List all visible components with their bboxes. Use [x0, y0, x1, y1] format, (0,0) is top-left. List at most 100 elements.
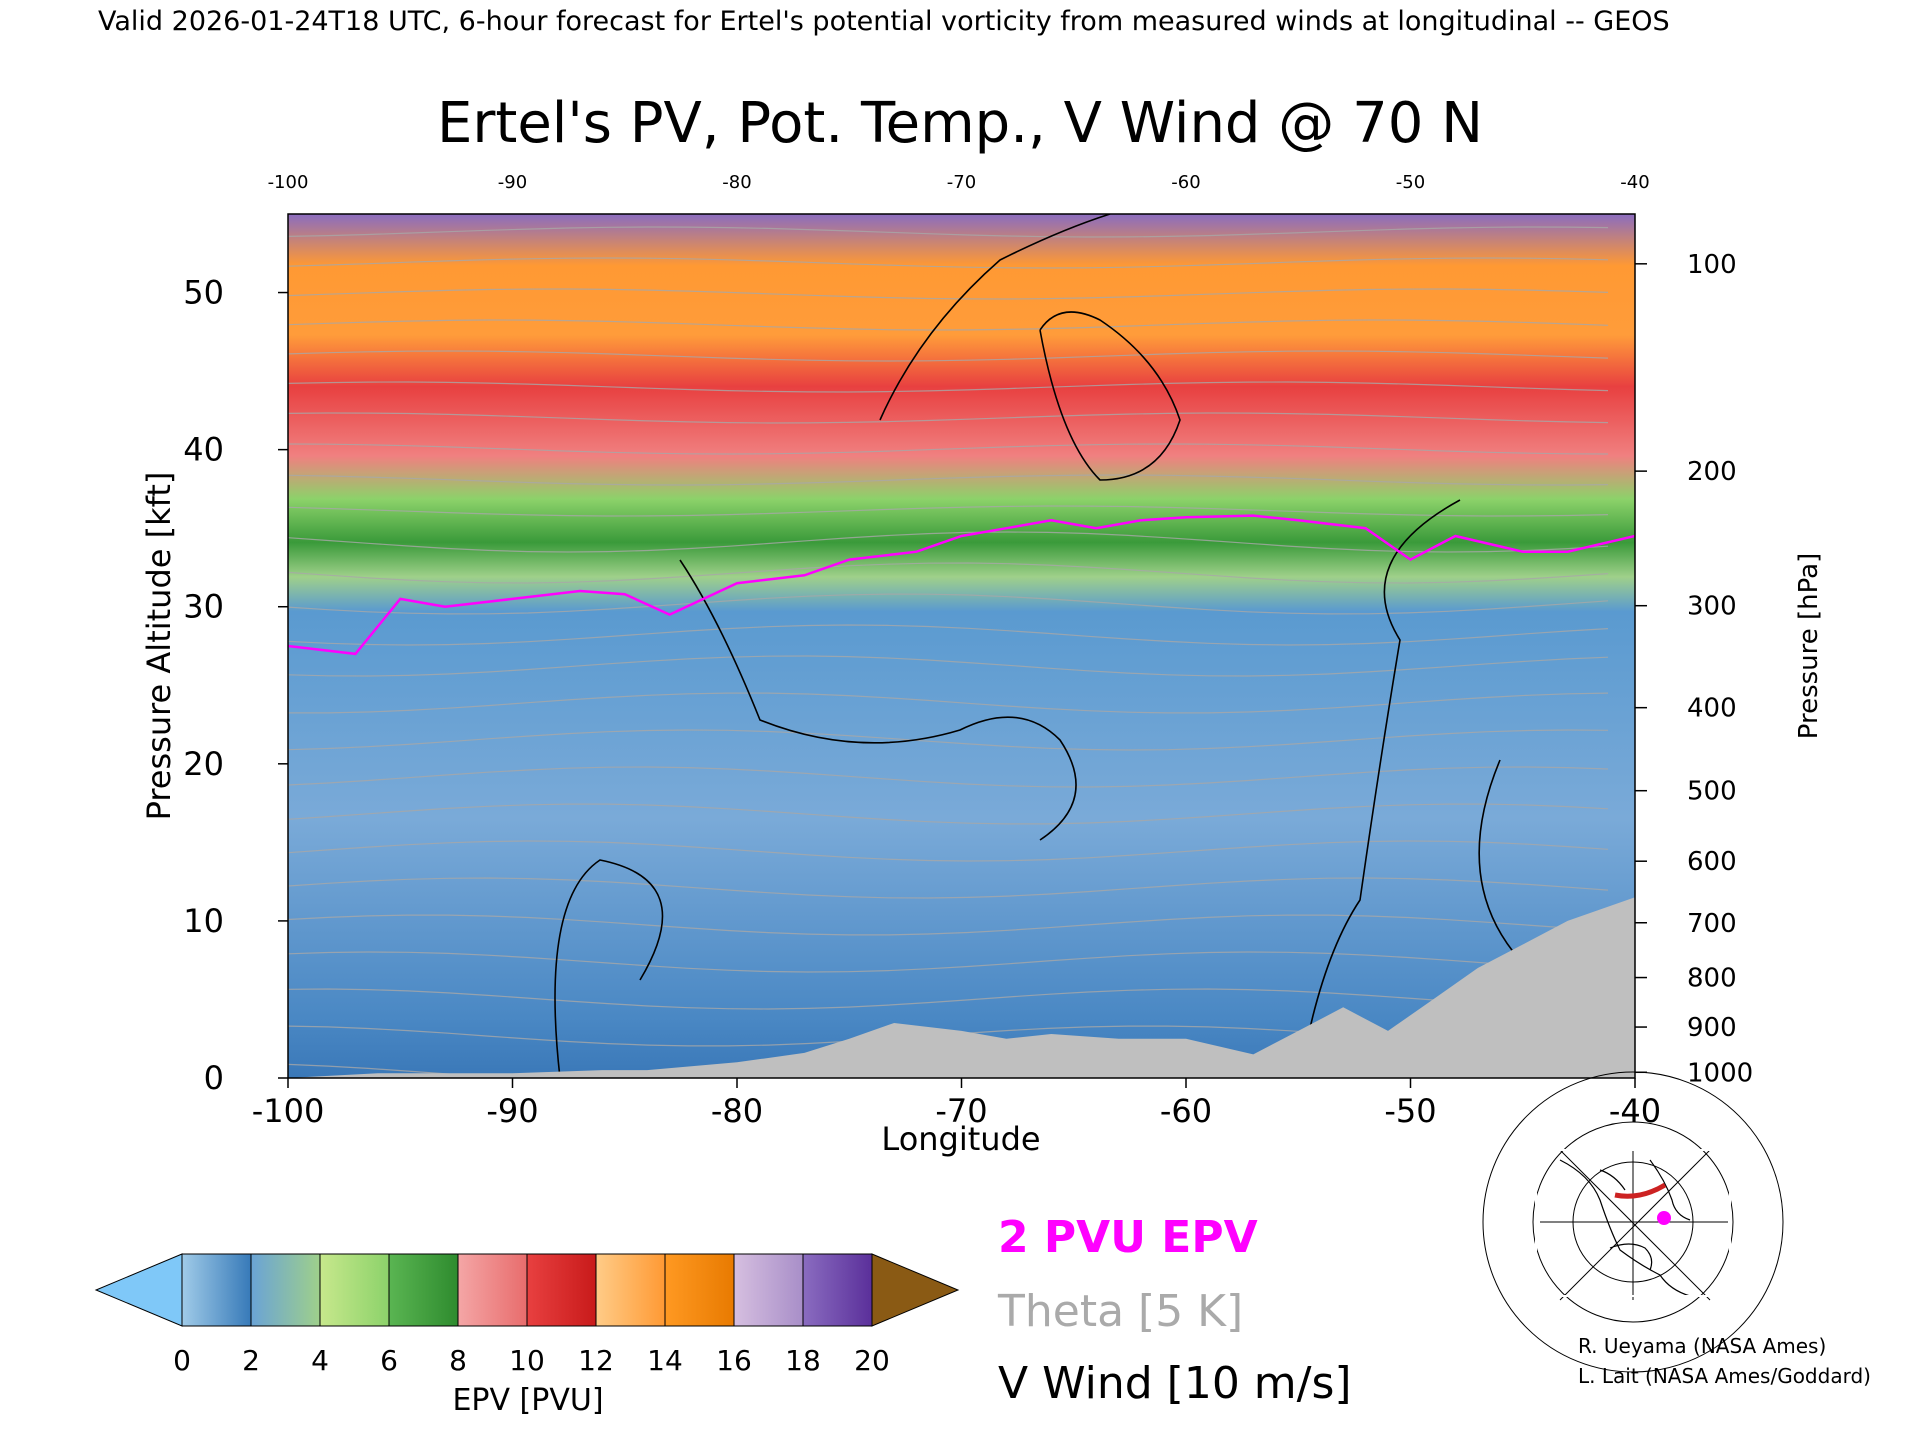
x-tick-label: -50 [1384, 1092, 1436, 1130]
colorbar-tick-label: 4 [311, 1344, 329, 1377]
y-tick-label-right: 600 [1687, 847, 1737, 877]
y-tick-label-left: 20 [183, 745, 224, 783]
y-tick-label-left: 40 [183, 431, 224, 469]
legend: 2 PVU EPV Theta [5 K] V Wind [10 m/s] [997, 1212, 1352, 1409]
theta-contour [288, 288, 1609, 300]
theta-contour [288, 350, 1609, 362]
colorbar-segment [320, 1254, 390, 1326]
colorbar-tick-label: 10 [509, 1344, 545, 1377]
x-tick-label: -90 [486, 1092, 538, 1130]
x-tick-label-top: -70 [947, 172, 976, 193]
colorbar-under [94, 1253, 183, 1327]
y-tick-label-right: 300 [1687, 592, 1737, 622]
colorbar-over [871, 1253, 960, 1327]
y-tick-label-right: 200 [1687, 457, 1737, 487]
theta-contour [288, 412, 1609, 424]
theta-contour [288, 840, 1609, 862]
colorbar-tick-label: 0 [173, 1344, 191, 1377]
colorbar-tick-label: 14 [647, 1344, 683, 1377]
x-tick-label: -70 [935, 1092, 987, 1130]
y-tick-label-right: 800 [1687, 964, 1737, 994]
pv-field [288, 214, 1635, 1078]
theta-contour [288, 505, 1609, 517]
x-tick-label-top: -80 [722, 172, 751, 193]
theta-contour [288, 381, 1609, 393]
theta-contour [288, 319, 1609, 331]
colorbar-segment [389, 1254, 459, 1326]
plot-area [287, 213, 1636, 1079]
theta-contour [288, 877, 1609, 899]
theta-contour [288, 257, 1609, 269]
y-tick-label-left: 10 [183, 902, 224, 940]
theta-contour [288, 988, 1609, 1010]
y-tick-label-right: 1000 [1687, 1058, 1753, 1088]
theta-contour [288, 803, 1609, 825]
y-tick-label-left: 50 [183, 274, 224, 312]
y-tick-label-right: 900 [1687, 1013, 1737, 1043]
wind-contour [1299, 499, 1461, 1078]
wind-contour [554, 859, 664, 1078]
chart-title: Ertel's PV, Pot. Temp., V Wind @ 70 N [437, 91, 1483, 156]
section-track [1614, 1182, 1667, 1199]
wind-contour [879, 214, 1111, 421]
inset-map [1482, 1071, 1784, 1373]
theta-contour [288, 531, 1609, 553]
y-tick-label-right: 500 [1687, 777, 1737, 807]
map-graticule [1482, 1071, 1784, 1373]
theta-contour [288, 624, 1609, 646]
ground-mask [288, 897, 1635, 1078]
wind-contour [1039, 311, 1181, 481]
x-tick-label-top: -40 [1620, 172, 1649, 193]
colorbar-tick-label: 18 [785, 1344, 821, 1377]
theta-contour [288, 655, 1609, 677]
y-tick-label-right: 400 [1687, 694, 1737, 724]
colorbar-segment [458, 1254, 528, 1326]
map-frame [1535, 1149, 1731, 1297]
y-axis-label-right: Pressure [hPa] [1794, 553, 1824, 740]
colorbar-tick-label: 2 [242, 1344, 260, 1377]
colorbar-segment [251, 1254, 321, 1326]
x-tick-label: -100 [252, 1092, 325, 1130]
colorbar-segment [527, 1254, 597, 1326]
location-marker [1657, 1211, 1671, 1225]
colorbar-tick-label: 6 [380, 1344, 398, 1377]
colorbar-tick-label: 20 [854, 1344, 890, 1377]
theta-contour [288, 766, 1609, 788]
wind-contour [679, 559, 1077, 841]
colorbar-segment [734, 1254, 804, 1326]
x-tick-label-top: -50 [1396, 172, 1425, 193]
theta-contour [288, 226, 1609, 238]
x-tick-label: -60 [1160, 1092, 1212, 1130]
y-tick-label-right: 700 [1687, 909, 1737, 939]
colorbar-tick-label: 16 [716, 1344, 752, 1377]
theta-contour [288, 562, 1609, 584]
colorbar-segment [665, 1254, 735, 1326]
theta-contour [288, 443, 1609, 455]
map-coastline [1559, 1159, 1691, 1297]
pv-colorbar: 0 2 4 6 8 10 12 14 16 18 20 [94, 1253, 960, 1377]
y-tick-label-right: 100 [1687, 250, 1737, 280]
x-tick-label-top: -100 [268, 172, 309, 193]
colorbar-tick-label: 12 [578, 1344, 614, 1377]
valid-time-header: Valid 2026-01-24T18 UTC, 6-hour forecast… [98, 6, 1670, 37]
colorbar-tick-label: 8 [449, 1344, 467, 1377]
legend-epv: 2 PVU EPV [998, 1212, 1258, 1263]
theta-contour [288, 914, 1609, 936]
credit-line-2: L. Lait (NASA Ames/Goddard) [1578, 1364, 1871, 1388]
legend-wind: V Wind [10 m/s] [998, 1358, 1352, 1409]
x-tick-label-top: -90 [498, 172, 527, 193]
theta-contour [288, 474, 1609, 486]
theta-contour [288, 951, 1609, 973]
x-axis-label: Longitude [881, 1120, 1040, 1158]
colorbar-segment [182, 1254, 252, 1326]
y-tick-label-left: 30 [183, 588, 224, 626]
epv-2pvu-line [288, 514, 1635, 656]
x-tick-label-top: -60 [1171, 172, 1200, 193]
legend-theta: Theta [5 K] [997, 1286, 1243, 1337]
y-axis-label-left: Pressure Altitude [kft] [140, 472, 178, 821]
x-tick-label: -80 [711, 1092, 763, 1130]
theta-contour [288, 729, 1609, 751]
theta-contour [288, 692, 1609, 714]
colorbar-segment [596, 1254, 666, 1326]
